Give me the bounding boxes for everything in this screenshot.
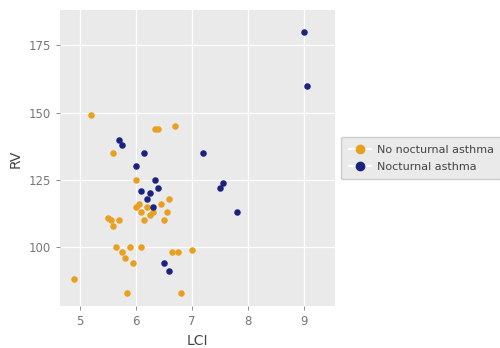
Point <box>112 244 120 250</box>
Point <box>166 196 173 201</box>
Point <box>188 247 196 253</box>
Point <box>126 244 134 250</box>
Point <box>115 137 123 142</box>
Point <box>118 250 126 255</box>
Point <box>140 218 148 223</box>
Point <box>115 218 123 223</box>
Point <box>148 204 156 209</box>
Point <box>134 201 142 207</box>
Point <box>106 218 114 223</box>
Point <box>143 204 151 209</box>
Point <box>160 260 168 266</box>
Point <box>146 190 154 196</box>
Point <box>132 164 140 169</box>
Point <box>152 177 160 183</box>
Point <box>174 250 182 255</box>
Point <box>154 185 162 191</box>
Point <box>129 260 137 266</box>
Point <box>148 209 156 215</box>
Point <box>166 269 173 274</box>
Point <box>300 29 308 35</box>
Point <box>219 180 227 185</box>
Point <box>162 209 170 215</box>
Point <box>104 215 112 220</box>
Point <box>216 185 224 191</box>
Legend: No nocturnal asthma, Nocturnal asthma: No nocturnal asthma, Nocturnal asthma <box>341 137 500 180</box>
Point <box>233 209 241 215</box>
Point <box>303 83 311 88</box>
Point <box>110 150 118 156</box>
Point <box>154 126 162 132</box>
X-axis label: LCI: LCI <box>187 334 208 348</box>
Point <box>138 188 145 193</box>
Point <box>138 244 145 250</box>
Point <box>110 223 118 228</box>
Point <box>70 277 78 282</box>
Y-axis label: RV: RV <box>9 149 23 167</box>
Point <box>176 290 184 295</box>
Point <box>143 196 151 201</box>
Point <box>146 212 154 218</box>
Point <box>152 126 160 132</box>
Point <box>87 112 95 118</box>
Point <box>160 218 168 223</box>
Point <box>138 209 145 215</box>
Point <box>132 204 140 209</box>
Point <box>157 201 165 207</box>
Point <box>124 290 132 295</box>
Point <box>168 250 176 255</box>
Point <box>171 123 179 129</box>
Point <box>118 142 126 148</box>
Point <box>132 177 140 183</box>
Point <box>199 150 207 156</box>
Point <box>140 150 148 156</box>
Point <box>120 255 128 261</box>
